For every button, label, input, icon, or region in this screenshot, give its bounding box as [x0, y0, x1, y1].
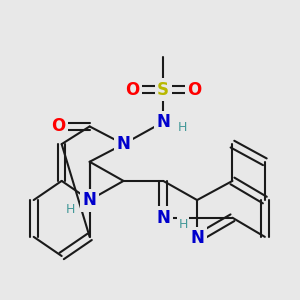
Text: H: H	[178, 121, 187, 134]
Text: N: N	[156, 209, 170, 227]
Text: N: N	[83, 191, 97, 209]
Text: O: O	[125, 81, 140, 99]
Text: O: O	[52, 117, 66, 135]
Text: H: H	[178, 218, 188, 231]
Text: O: O	[187, 81, 201, 99]
Text: H: H	[66, 203, 75, 216]
Text: N: N	[117, 135, 130, 153]
Text: N: N	[156, 113, 170, 131]
Text: S: S	[157, 81, 169, 99]
Text: N: N	[190, 229, 204, 247]
